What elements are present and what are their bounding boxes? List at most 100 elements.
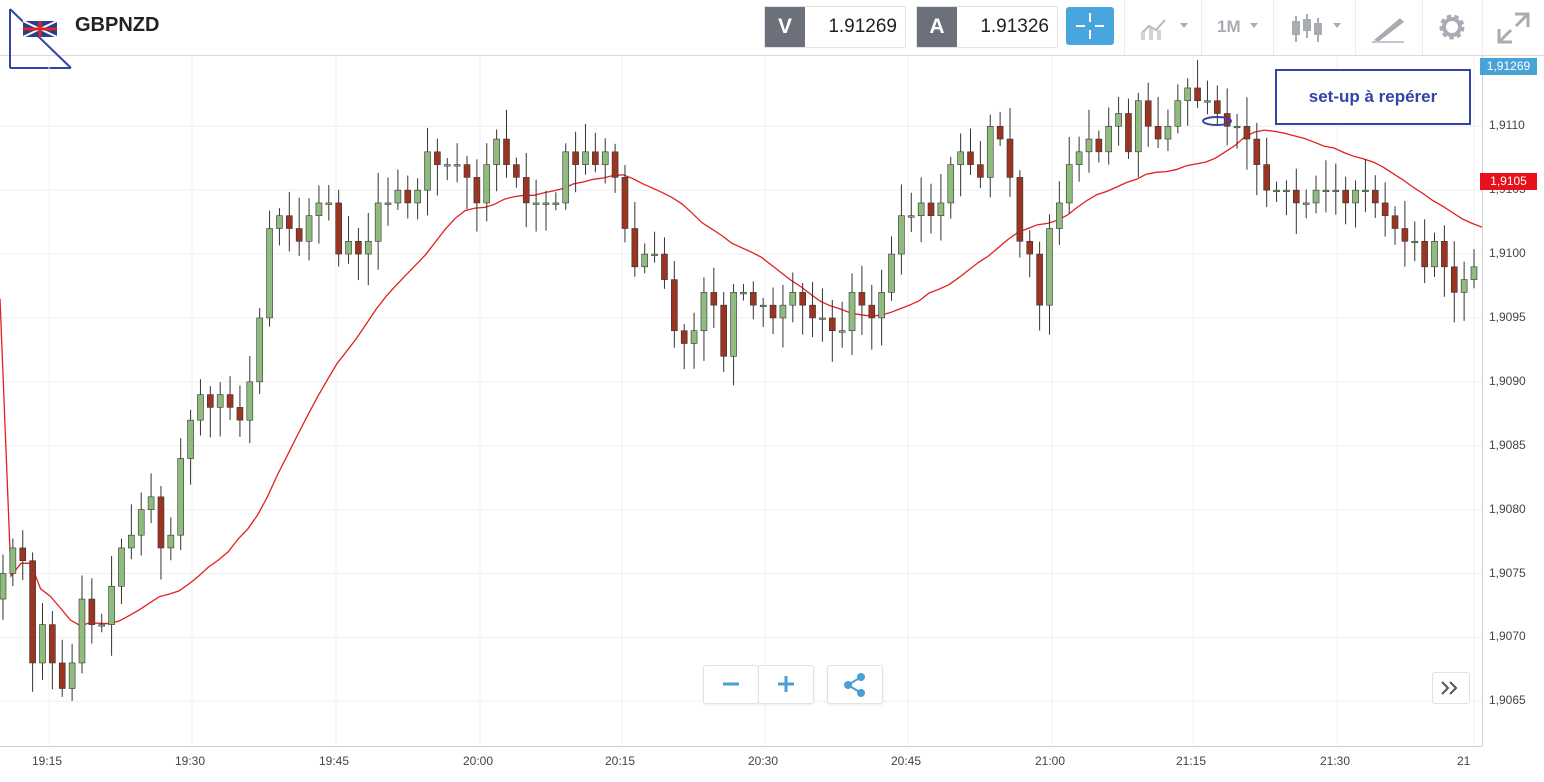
candle-body [335,202,342,255]
candle-body [1312,189,1320,204]
candle-body [1105,125,1113,153]
zoom-out-button[interactable] [703,665,759,704]
zoom-in-button[interactable] [758,665,814,704]
candle-body [779,304,787,319]
moving-average-tag: 1,9105 [1480,173,1537,190]
candle-body [424,151,431,191]
time-axis-line [0,746,1482,747]
candle-body [720,304,727,357]
fullscreen-button[interactable] [1482,0,1544,55]
candle-body [78,598,86,664]
candle-body [364,240,372,255]
x-tick-label: 20:15 [605,754,636,768]
candle-body [39,624,46,664]
chevron-down-icon [1250,23,1258,28]
x-tick-label: 21:30 [1320,754,1351,768]
candle-body [562,151,570,204]
candle-body [671,279,678,332]
crosshair-button[interactable] [1066,7,1114,45]
candle-body [888,253,895,293]
current-price-tag: 1,91269 [1480,58,1537,75]
candle-body [1154,125,1162,140]
x-tick-label: 21:00 [1035,754,1066,768]
candle-body [582,151,589,165]
candle-body [197,394,204,421]
symbol-selector[interactable] [9,8,72,69]
candle-body [483,164,491,204]
candle-body [374,202,382,242]
draw-icon [1372,18,1404,43]
share-button[interactable] [827,665,883,704]
price-chart[interactable] [0,56,1482,746]
candle-body [907,215,915,218]
candle-body [88,598,96,625]
setup-marker [1202,116,1232,126]
candle-body [108,585,115,625]
candle-body [750,292,757,306]
candle-body [266,228,273,319]
candle-body [1431,240,1438,268]
candle-body [1233,125,1241,129]
y-tick-label: 1,9065 [1489,693,1526,708]
bid-price-button[interactable]: V 1.91269 [764,6,906,48]
chart-type-button[interactable] [1124,0,1201,55]
candle-body [443,164,451,167]
y-tick-label: 1,9090 [1489,373,1526,388]
candle-body [1441,240,1448,268]
candle-body [118,547,125,587]
candle-body [177,458,185,536]
candle-body [522,177,530,204]
candle-body [848,292,856,332]
candle-body [414,189,421,204]
candle-body [157,496,165,549]
y-tick-label: 1,9110 [1489,118,1525,133]
candle-body [1332,189,1340,192]
candle-body [1174,100,1182,127]
candle-body [384,202,392,205]
minus-icon [723,682,739,686]
x-tick-label: 20:00 [463,754,494,768]
candle-body [799,292,806,306]
candle-body [858,292,866,306]
candle-body [404,189,412,204]
timeframe-button[interactable] [1201,0,1274,55]
candle-body [592,151,599,165]
x-tick-label: 21:15 [1176,754,1207,768]
candle-body [621,177,629,229]
price-axis[interactable] [1482,56,1544,746]
candle-body [276,215,283,229]
y-tick-label: 1,9095 [1489,309,1526,324]
candle-body [937,202,945,217]
candle-body [878,292,885,319]
drawing-tools-button[interactable] [1355,0,1423,55]
candle-body [1056,202,1063,229]
candle-body [789,292,797,306]
candle-body [769,304,777,319]
candle-body [1371,189,1379,204]
line-chart-icon [1140,19,1188,40]
candle-body [29,560,36,664]
candle-body [680,330,688,344]
candle-body [1411,240,1419,244]
moving-average-line [0,129,1482,627]
candle-body [1144,100,1152,127]
candle-body [601,151,609,165]
candle-body [828,317,836,332]
candle-body [957,151,964,165]
candle-body [611,151,619,178]
candle-body [1283,189,1290,192]
candle-body [147,496,155,510]
scroll-to-latest-button[interactable] [1432,672,1470,704]
candle-body [256,317,263,383]
settings-button[interactable] [1422,0,1483,55]
candle-body [1421,240,1428,268]
candle-body [759,304,767,307]
candle-body [1036,253,1043,306]
expand-icon [1497,12,1530,44]
x-tick-label: 19:15 [32,754,63,768]
candle-body [977,164,984,178]
candle-body [98,624,106,627]
candle-style-button[interactable] [1273,0,1356,55]
ask-price-button[interactable]: A 1.91326 [916,6,1058,48]
candle-body [1253,138,1261,165]
